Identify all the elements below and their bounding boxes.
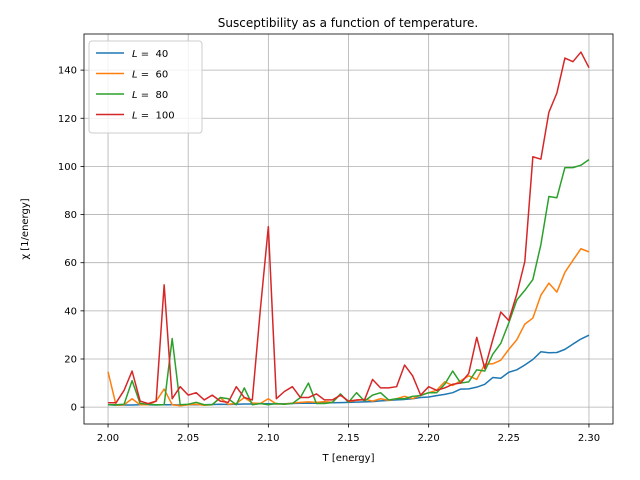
x-tick-label: 2.05 — [177, 433, 199, 444]
legend-box — [88, 40, 203, 134]
legend-label-value: = 80 — [138, 90, 169, 101]
ticks: 2.00 2.05 2.10 2.15 2.20 2.25 2.30 0 20 40 60 80 100… — [58, 66, 600, 444]
y-axis-label: χ [1/energy] — [20, 198, 31, 259]
x-tick-label: 2.00 — [97, 433, 119, 444]
y-tick-label: 100 — [58, 162, 77, 173]
y-tick-label: 80 — [64, 210, 77, 221]
y-tick-label: 0 — [71, 403, 77, 414]
legend-label-value: = 100 — [138, 111, 175, 122]
legend-label-3: L = 80 — [132, 90, 168, 101]
y-tick-label: 120 — [58, 114, 77, 125]
legend: L = 40L = 60L = 80L = 100 — [88, 40, 203, 134]
y-tick-label: 140 — [58, 66, 77, 77]
x-tick-label: 2.30 — [578, 433, 600, 444]
x-tick-label: 2.10 — [257, 433, 279, 444]
legend-label-variable: L — [132, 111, 138, 122]
x-tick-label: 2.25 — [498, 433, 520, 444]
legend-label-variable: L — [132, 49, 138, 60]
series-layer — [107, 51, 590, 407]
y-tick-label: 20 — [64, 355, 77, 366]
x-tick-label: 2.20 — [418, 433, 440, 444]
legend-label-2: L = 60 — [132, 70, 168, 81]
series-line-3 — [108, 159, 590, 406]
y-tick-label: 40 — [64, 306, 77, 317]
legend-label-variable: L — [132, 70, 138, 81]
legend-label-variable: L — [132, 90, 138, 101]
legend-label-4: L = 100 — [132, 111, 175, 122]
x-axis-label: T [energy] — [322, 453, 375, 464]
legend-label-1: L = 40 — [132, 49, 168, 60]
x-tick-label: 2.15 — [337, 433, 359, 444]
chart-title: Susceptibility as a function of temperat… — [218, 16, 478, 30]
legend-label-value: = 40 — [138, 49, 169, 60]
series-line-4 — [108, 51, 590, 405]
y-tick-label: 60 — [64, 258, 77, 269]
legend-label-value: = 60 — [138, 70, 169, 81]
